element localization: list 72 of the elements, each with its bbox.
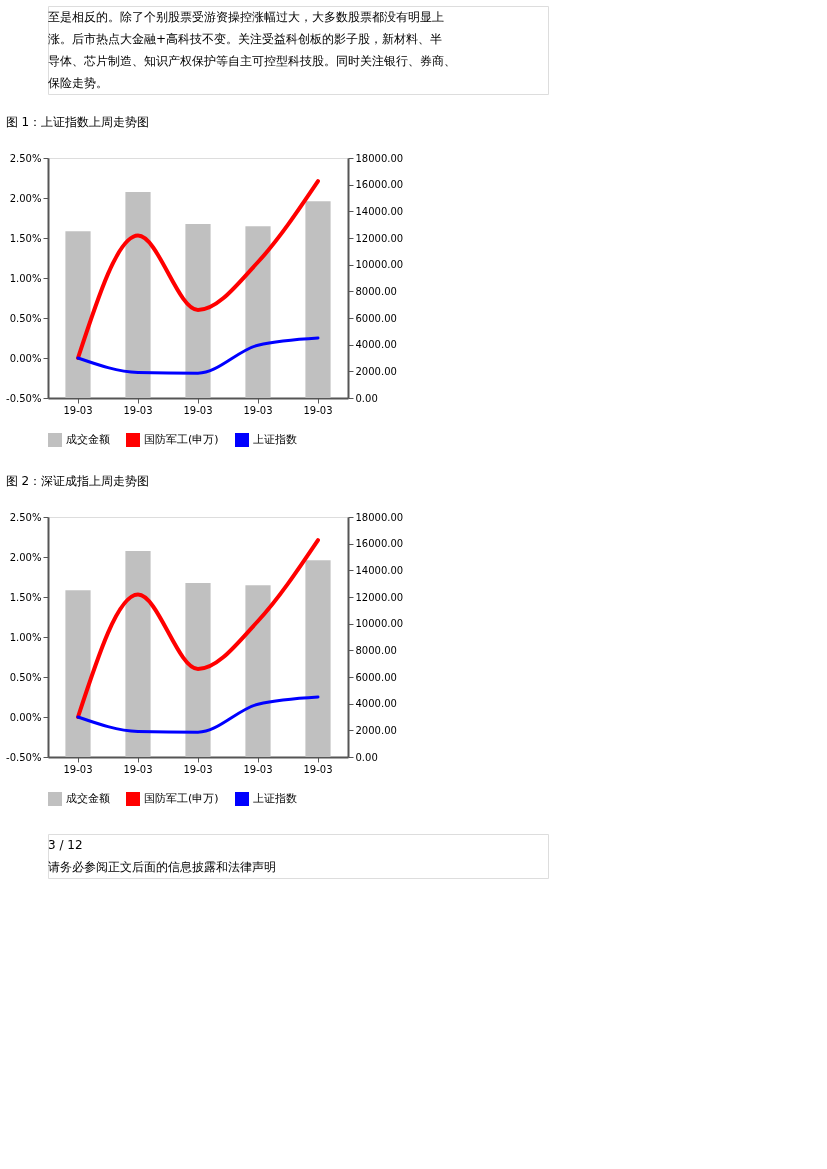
bar [245,585,271,757]
y2-tick-label: 16000.00 [355,179,404,191]
x-tick-label: 19-03 [123,404,153,416]
bar [125,551,151,757]
legend-label: 国防军工(申万) [144,433,219,446]
y2-tick-label: 6000.00 [355,671,397,683]
line-series [76,538,320,719]
x-tick-label: 19-03 [243,763,273,775]
x-tick-label: 19-03 [123,763,153,775]
y2-tick-label: 8000.00 [355,644,397,656]
y-tick-label: 0.00% [9,352,42,364]
y-tick-label: 2.00% [9,551,42,563]
y-tick-label: 0.50% [9,671,42,683]
y2-tick-label: 12000.00 [355,232,404,244]
y-tick-label: 1.50% [9,232,42,244]
y2-tick-label: 0.00 [355,392,378,404]
bar [185,583,211,757]
y-tick-label: 1.50% [9,591,42,603]
y2-tick-label: 6000.00 [355,312,397,324]
y-tick-label: 2.50% [9,511,42,523]
bar [65,590,91,757]
y-tick-label: 2.50% [9,152,42,164]
bar [305,560,331,757]
legend-label: 上证指数 [253,433,297,446]
text: 3 / 12 [48,838,83,852]
y2-tick-label: 14000.00 [355,564,404,576]
legend-label: 国防军工(申万) [144,792,219,805]
line-series [76,695,320,734]
bar [125,192,151,398]
text: 至是相反的。除了个别股票受游资操控涨幅过大，大多数股票都没有明显上 [48,10,444,24]
legend-label: 上证指数 [253,792,297,805]
y2-tick-label: 14000.00 [355,205,404,217]
y-tick-label: 0.50% [9,312,42,324]
y2-tick-label: 12000.00 [355,591,404,603]
bar [245,226,271,398]
x-tick-label: 19-03 [63,404,93,416]
bar [185,224,211,398]
chart-title: 图 2：深证成指上周走势图 [5,474,150,488]
x-tick-label: 19-03 [303,404,333,416]
y2-tick-label: 2000.00 [355,365,397,377]
y2-tick-label: 10000.00 [355,618,404,630]
y2-tick-label: 18000.00 [355,152,404,164]
y2-tick-label: 0.00 [355,751,378,763]
x-tick-label: 19-03 [243,404,273,416]
y2-tick-label: 8000.00 [355,285,397,297]
y2-tick-label: 4000.00 [355,698,397,710]
text: 请务必参阅正文后面的信息披露和法律声明 [48,860,276,874]
text: 导体、芯片制造、知识产权保护等自主可控型科技股。同时关注银行、券商、 [48,54,456,68]
bar [65,231,91,398]
line-series [76,336,320,375]
y2-tick-label: 18000.00 [355,511,404,523]
y-tick-label: 1.00% [9,272,42,284]
y-tick-label: -0.50% [6,751,42,763]
x-tick-label: 19-03 [183,763,213,775]
y-tick-label: 2.00% [9,192,42,204]
x-tick-label: 19-03 [303,763,333,775]
y2-tick-label: 10000.00 [355,259,404,271]
y-tick-label: -0.50% [6,392,42,404]
y-tick-label: 0.00% [9,711,42,723]
x-tick-label: 19-03 [183,404,213,416]
line-series [76,179,320,360]
legend-label: 成交金额 [66,792,110,805]
legend-label: 成交金额 [66,433,110,446]
bar [305,201,331,398]
text: 涨。后市热点大金融+高科技不变。关注受益科创板的影子股，新材料、半 [48,32,443,46]
chart-title: 图 1：上证指数上周走势图 [5,115,150,129]
y2-tick-label: 2000.00 [355,724,397,736]
y2-tick-label: 4000.00 [355,339,397,351]
y-tick-label: 1.00% [9,631,42,643]
x-tick-label: 19-03 [63,763,93,775]
text: 保险走势。 [48,76,108,90]
y2-tick-label: 16000.00 [355,538,404,550]
